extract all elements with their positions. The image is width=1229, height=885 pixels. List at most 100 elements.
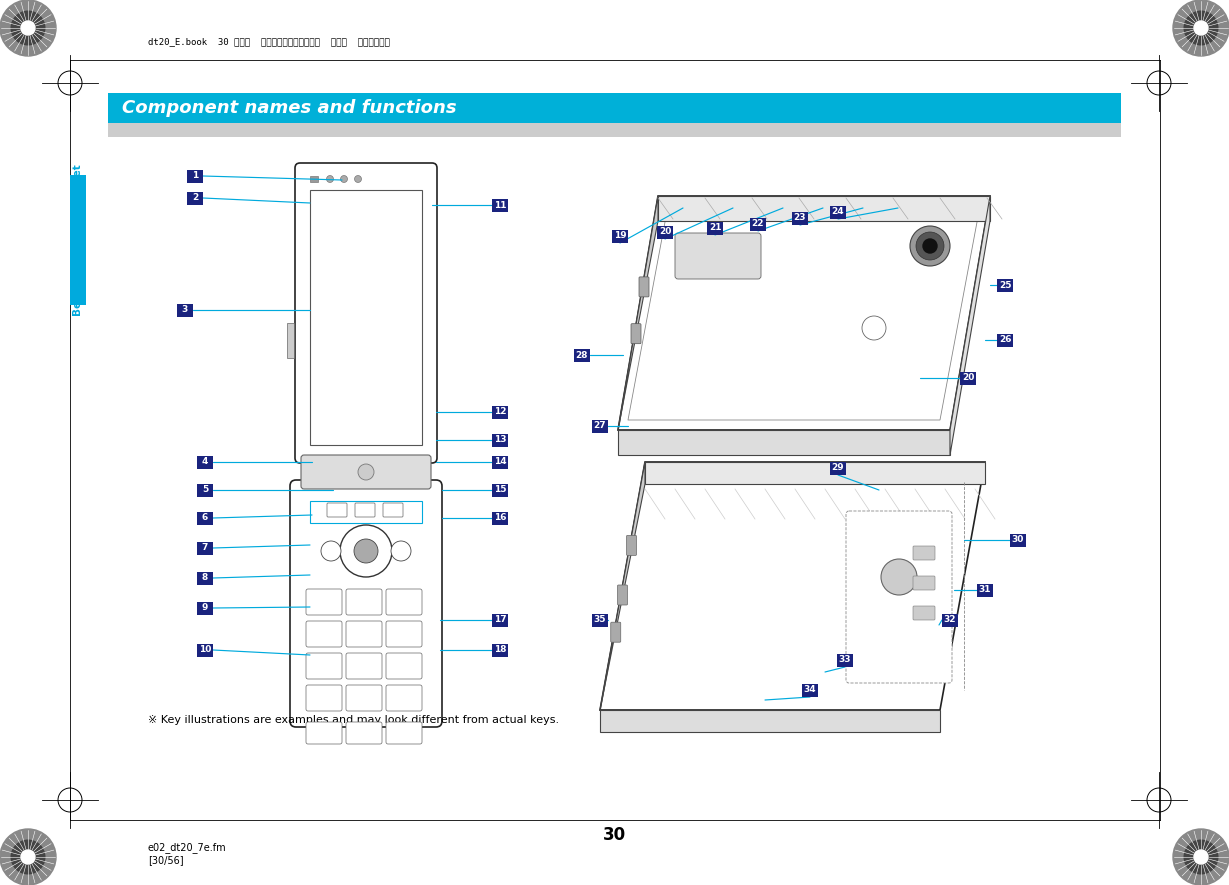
Text: 2: 2 xyxy=(192,194,198,203)
Bar xyxy=(837,653,853,666)
Text: 33: 33 xyxy=(838,656,852,665)
Text: 17: 17 xyxy=(494,615,506,625)
Polygon shape xyxy=(645,462,984,484)
Bar xyxy=(492,434,508,447)
Bar xyxy=(310,501,422,523)
Text: 26: 26 xyxy=(999,335,1011,344)
Bar xyxy=(750,218,766,230)
Bar xyxy=(197,456,213,468)
Circle shape xyxy=(21,21,34,35)
Polygon shape xyxy=(600,710,940,732)
FancyBboxPatch shape xyxy=(355,503,375,517)
Polygon shape xyxy=(600,462,984,710)
Circle shape xyxy=(1172,829,1229,885)
Text: 30: 30 xyxy=(1011,535,1024,544)
FancyBboxPatch shape xyxy=(347,621,382,647)
Bar xyxy=(707,221,723,235)
Bar xyxy=(197,483,213,496)
Circle shape xyxy=(923,239,936,253)
Text: 27: 27 xyxy=(594,421,606,430)
Bar xyxy=(310,190,422,445)
Bar xyxy=(492,405,508,419)
FancyBboxPatch shape xyxy=(306,621,342,647)
Circle shape xyxy=(354,175,361,182)
Bar xyxy=(108,123,1121,137)
Bar xyxy=(791,212,807,225)
Circle shape xyxy=(909,226,950,266)
Text: 11: 11 xyxy=(494,201,506,210)
Bar xyxy=(108,93,1121,123)
Circle shape xyxy=(354,539,379,563)
Text: 35: 35 xyxy=(594,615,606,625)
Text: 12: 12 xyxy=(494,407,506,417)
FancyBboxPatch shape xyxy=(639,277,649,296)
Text: dt20_E.book  30 ページ  ２００７年１２月１２日  水曜日  午後２時３分: dt20_E.book 30 ページ ２００７年１２月１２日 水曜日 午後２時３… xyxy=(147,37,390,47)
FancyBboxPatch shape xyxy=(347,685,382,711)
Text: 25: 25 xyxy=(999,281,1011,289)
FancyBboxPatch shape xyxy=(617,585,628,605)
Text: 23: 23 xyxy=(794,213,806,222)
Text: 13: 13 xyxy=(494,435,506,444)
Text: 8: 8 xyxy=(202,573,208,582)
Circle shape xyxy=(21,850,34,864)
Polygon shape xyxy=(950,196,991,455)
Bar xyxy=(997,279,1013,291)
Text: 19: 19 xyxy=(613,232,627,241)
Bar xyxy=(492,483,508,496)
FancyBboxPatch shape xyxy=(630,324,642,343)
FancyBboxPatch shape xyxy=(347,589,382,615)
Text: 14: 14 xyxy=(494,458,506,466)
Bar xyxy=(592,419,608,433)
Text: Before Using the Handset: Before Using the Handset xyxy=(73,164,84,316)
Bar xyxy=(197,643,213,657)
Text: 31: 31 xyxy=(978,586,992,595)
Circle shape xyxy=(862,316,886,340)
Text: 7: 7 xyxy=(202,543,208,552)
FancyBboxPatch shape xyxy=(327,503,347,517)
Text: 9: 9 xyxy=(202,604,208,612)
Text: 32: 32 xyxy=(944,615,956,625)
FancyBboxPatch shape xyxy=(301,455,431,489)
Bar xyxy=(941,613,957,627)
Bar xyxy=(612,229,628,242)
Text: 5: 5 xyxy=(202,486,208,495)
Circle shape xyxy=(321,541,340,561)
Text: 15: 15 xyxy=(494,486,506,495)
Bar xyxy=(492,613,508,627)
Polygon shape xyxy=(658,196,991,221)
FancyBboxPatch shape xyxy=(386,621,422,647)
Circle shape xyxy=(1172,0,1229,56)
Text: e02_dt20_7e.fm: e02_dt20_7e.fm xyxy=(147,843,226,853)
Circle shape xyxy=(391,541,410,561)
Text: 3: 3 xyxy=(182,305,188,314)
Text: [30/56]: [30/56] xyxy=(147,855,183,865)
Bar xyxy=(492,456,508,468)
FancyBboxPatch shape xyxy=(386,653,422,679)
FancyBboxPatch shape xyxy=(386,589,422,615)
Bar xyxy=(197,602,213,614)
Bar xyxy=(658,226,673,238)
Bar xyxy=(492,512,508,525)
Bar xyxy=(977,583,993,596)
FancyBboxPatch shape xyxy=(627,535,637,556)
Bar xyxy=(960,372,976,384)
Circle shape xyxy=(916,232,944,260)
Bar xyxy=(830,461,846,474)
Bar xyxy=(1010,534,1026,547)
Circle shape xyxy=(340,525,392,577)
FancyBboxPatch shape xyxy=(386,685,422,711)
Text: 21: 21 xyxy=(709,224,721,233)
FancyBboxPatch shape xyxy=(290,480,442,727)
Text: 16: 16 xyxy=(494,513,506,522)
Circle shape xyxy=(11,12,44,45)
FancyBboxPatch shape xyxy=(913,606,935,620)
Text: 22: 22 xyxy=(752,219,764,228)
Circle shape xyxy=(0,0,57,56)
Circle shape xyxy=(1195,21,1208,35)
Polygon shape xyxy=(618,196,991,430)
Text: 28: 28 xyxy=(575,350,589,359)
Polygon shape xyxy=(618,430,950,455)
Text: 34: 34 xyxy=(804,686,816,695)
Text: 18: 18 xyxy=(494,645,506,655)
Bar xyxy=(803,683,819,696)
